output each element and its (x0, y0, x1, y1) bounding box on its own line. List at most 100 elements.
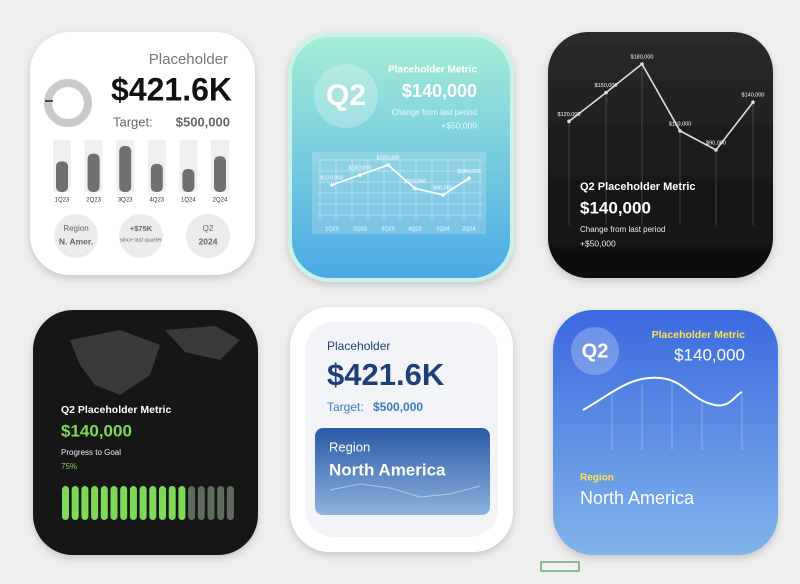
badge-circle (571, 327, 619, 375)
point (604, 90, 608, 95)
region: North America (580, 488, 695, 508)
value-label: $140,000 (458, 169, 481, 175)
bar-chart: 1Q23 2Q23 3Q23 4Q23 1Q24 2Q24 (53, 140, 229, 204)
progress-segment (91, 486, 99, 520)
progress-segment (129, 486, 137, 520)
progress-segment (110, 486, 118, 520)
x-tick-label: 3Q23 (381, 226, 394, 232)
title: Placeholder Metric (388, 65, 477, 76)
point (358, 173, 362, 177)
progress: 75% (61, 462, 77, 471)
region-label: Region (580, 473, 614, 484)
progress-segment (149, 486, 157, 520)
value: $140,000 (580, 198, 651, 217)
change-label: Change from last period (392, 108, 477, 117)
progress-segment (71, 486, 79, 520)
point (567, 119, 571, 124)
bar (150, 163, 163, 192)
bar (56, 161, 68, 192)
progress-segment (168, 486, 176, 520)
x-tick-label: 2Q23 (86, 198, 101, 204)
map (70, 326, 240, 395)
value-label: $180,000 (377, 155, 400, 161)
title: Placeholder (327, 339, 390, 353)
line-chart: $120,000 1Q23 $150,000 2Q23 $180,000 3Q23 $110… (318, 155, 482, 232)
decor-line (329, 483, 481, 498)
x-tick-label: 1Q23 (325, 226, 338, 232)
point (467, 176, 471, 181)
x-tick-label: 2Q24 (213, 198, 228, 204)
x-tick-label: 4Q23 (408, 226, 421, 232)
value-label: $120,000 (558, 112, 581, 118)
target: $500,000 (373, 400, 423, 414)
x-tick-label: 1Q24 (181, 198, 196, 204)
value-label: $150,000 (349, 165, 372, 171)
badge: Q2 (582, 340, 609, 362)
progress-bars (62, 486, 234, 520)
point (751, 100, 755, 105)
card (288, 33, 514, 282)
x-tick-label: 1Q24 (436, 226, 449, 232)
selection-handle (540, 561, 580, 572)
badge-circle (186, 214, 230, 258)
value-label: $120,000 (321, 175, 344, 181)
value-label: $90,000 (706, 140, 726, 146)
x-tick-label: 3Q23 (118, 198, 133, 204)
target-label: Target: (113, 114, 153, 129)
value-label: $110,000 (669, 121, 692, 127)
value: $140,000 (61, 421, 132, 440)
value: $421.6K (111, 71, 232, 107)
title: Placeholder Metric (652, 329, 746, 341)
bar (182, 169, 195, 192)
badges: Region N. Amer. +$75K since last quarter Q2 2… (54, 214, 230, 258)
badge-circle (54, 214, 98, 258)
target-label: Target: (327, 400, 364, 414)
badge-circle (119, 214, 163, 258)
progress-segment (207, 486, 215, 520)
progress-segment (100, 486, 108, 520)
point (330, 183, 334, 187)
badge-bottom: N. Amer. (59, 236, 93, 246)
badge: Q2 (326, 79, 366, 112)
point (714, 148, 718, 152)
progress-label: Progress to Goal (61, 448, 121, 457)
value-label: $90,000 (433, 185, 453, 191)
progress-segment (217, 486, 225, 520)
point (441, 193, 445, 197)
region-panel (315, 428, 490, 515)
value-label: $140,000 (742, 93, 765, 99)
point (678, 129, 682, 133)
region-label: Region (329, 439, 370, 454)
value: $421.6K (327, 357, 445, 392)
badge-bottom: since last quarter (120, 237, 162, 243)
value-label: $110,000 (404, 179, 427, 185)
line (331, 164, 470, 196)
title: Q2 Placeholder Metric (580, 181, 696, 193)
bar (214, 156, 226, 192)
point (413, 186, 417, 191)
x-tick-label: 2Q23 (353, 226, 366, 232)
progress-segment (62, 486, 69, 520)
badge-top: Region (63, 224, 88, 233)
progress-segment (188, 486, 196, 520)
change: +$50,000 (580, 238, 616, 248)
target: $500,000 (176, 114, 230, 129)
region: North America (329, 460, 446, 479)
x-tick-label: 2Q24 (462, 226, 475, 232)
progress-segment (81, 486, 89, 520)
value: $140,000 (674, 345, 745, 364)
bar (87, 153, 100, 192)
progress-segment (197, 486, 205, 520)
badge-circle (314, 64, 378, 128)
bar (119, 146, 132, 192)
point (386, 163, 390, 167)
point (640, 62, 644, 66)
badge-top: Q2 (203, 224, 214, 233)
progress-segment (226, 486, 234, 520)
progress-segment (120, 486, 128, 520)
change-label: Change from last period (580, 225, 665, 234)
x-tick-label: 4Q23 (149, 198, 164, 204)
title: Placeholder (149, 51, 228, 68)
